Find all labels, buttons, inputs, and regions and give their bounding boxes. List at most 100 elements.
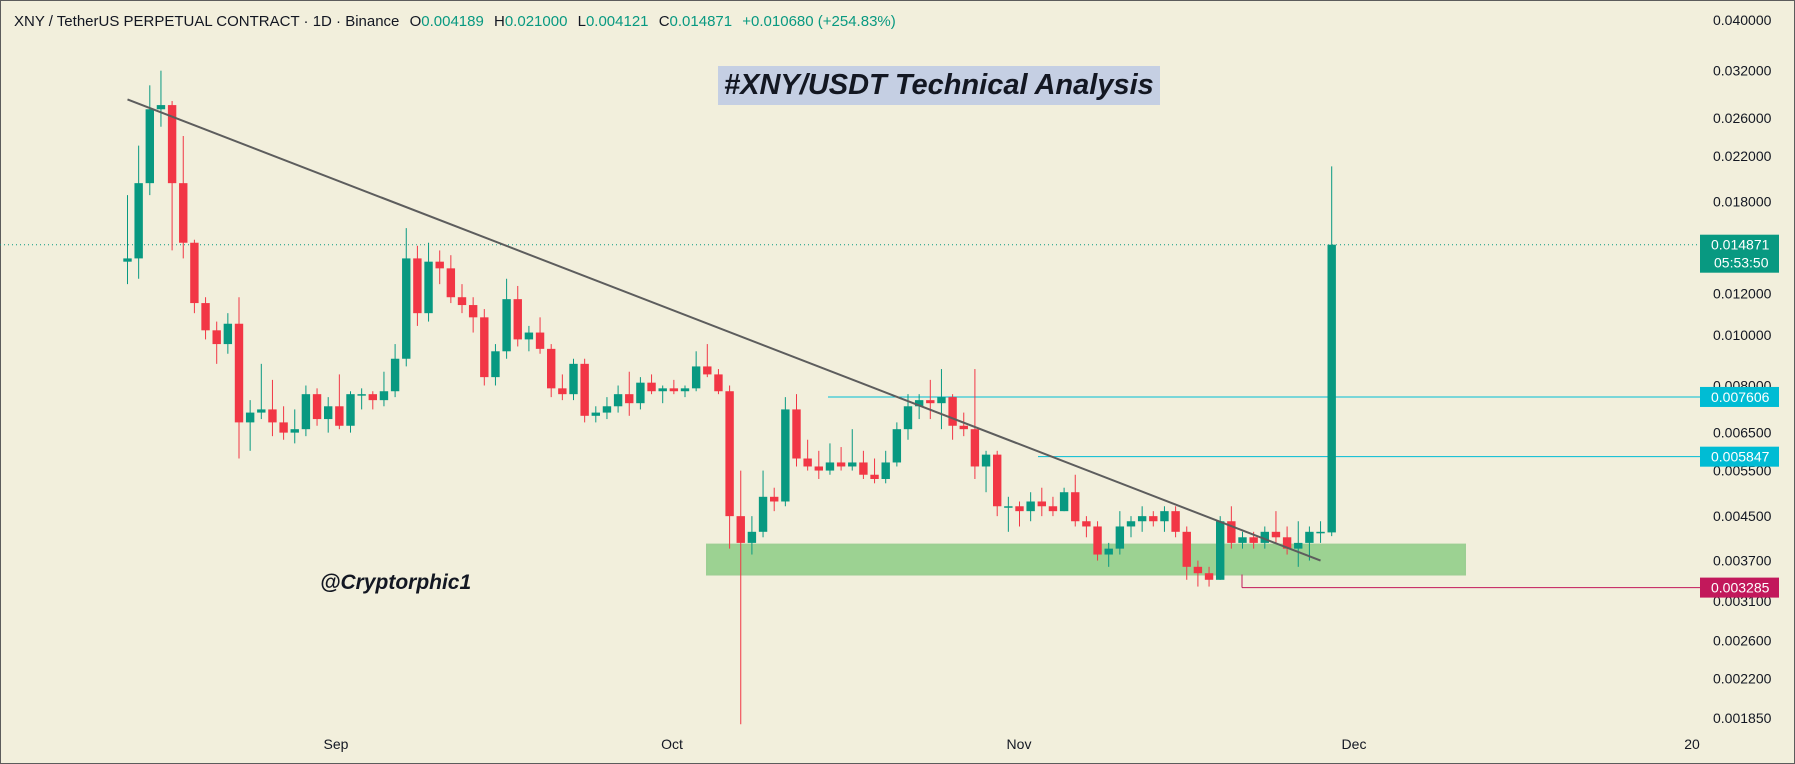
- candle: [480, 309, 489, 386]
- candle: [1071, 474, 1080, 527]
- candle: [1305, 526, 1314, 561]
- candle-body: [1294, 542, 1303, 549]
- candle: [424, 242, 433, 322]
- candle: [1238, 531, 1247, 549]
- author-watermark: @Cryptorphic1: [320, 571, 472, 594]
- candle-body: [1149, 516, 1158, 522]
- candle-body: [312, 394, 322, 420]
- level-label-0.007606-bg: [1700, 386, 1779, 407]
- candle: [658, 385, 667, 404]
- candle: [736, 470, 745, 725]
- candle-body: [513, 299, 522, 340]
- candle: [547, 344, 556, 398]
- candle: [234, 297, 244, 459]
- candle-body: [234, 323, 244, 423]
- candle-body: [1059, 492, 1069, 512]
- candle-body: [1305, 531, 1314, 543]
- candle: [781, 397, 790, 507]
- candle: [1271, 511, 1281, 543]
- candle-body: [1126, 521, 1136, 527]
- candle-body: [1026, 501, 1035, 512]
- x-tick-label: Sep: [324, 736, 349, 752]
- candle: [245, 400, 255, 451]
- candle-body: [1115, 526, 1125, 549]
- candle-body: [625, 394, 634, 404]
- candle: [625, 371, 634, 416]
- candle-body: [781, 409, 790, 502]
- candle: [569, 358, 578, 401]
- candle: [580, 358, 589, 423]
- candle-body: [948, 397, 957, 426]
- y-tick-label: 0.026000: [1713, 110, 1772, 126]
- candle-body: [346, 394, 355, 426]
- candle: [446, 255, 456, 304]
- change-value: +0.010680 (+254.83%): [742, 13, 896, 30]
- candle-body: [1249, 537, 1258, 543]
- symbol-label: XNY / TetherUS PERPETUAL CONTRACT · 1D ·…: [14, 13, 400, 30]
- candle-body: [1082, 521, 1091, 527]
- y-tick-label: 0.001850: [1713, 710, 1772, 726]
- y-tick-label: 0.003700: [1713, 553, 1772, 569]
- candle: [1104, 542, 1113, 567]
- candle-body: [223, 323, 233, 345]
- descending-trendline: [127, 98, 1321, 562]
- open-value: 0.004189: [421, 13, 484, 30]
- candle-body: [725, 391, 734, 517]
- candle: [156, 70, 166, 127]
- candle-body: [602, 406, 612, 413]
- candle-body: [1037, 501, 1046, 507]
- candle-body: [1216, 521, 1225, 580]
- candle: [268, 379, 277, 437]
- candle-body: [1137, 516, 1147, 522]
- candle-body: [335, 406, 344, 426]
- current-price-label-bg: [1700, 234, 1779, 273]
- candle-body: [580, 363, 589, 416]
- low-label: L: [577, 13, 586, 30]
- candle-body: [591, 412, 600, 416]
- y-tick-label: 0.040000: [1713, 12, 1772, 28]
- candle-body: [1204, 573, 1214, 580]
- candle-body: [245, 412, 255, 423]
- candle: [558, 374, 567, 401]
- level-label-0.003285-bg: [1700, 577, 1779, 598]
- candle-body: [859, 462, 868, 475]
- candle: [937, 369, 946, 430]
- candle: [1216, 516, 1225, 580]
- candle: [1026, 492, 1035, 522]
- candle: [981, 450, 991, 493]
- y-tick-label: 0.004500: [1713, 508, 1772, 524]
- candle: [513, 285, 522, 347]
- candle-body: [814, 466, 823, 471]
- candle-body: [892, 429, 902, 463]
- y-tick-label: 0.002200: [1713, 671, 1772, 687]
- candle-body: [402, 258, 411, 359]
- candle: [134, 145, 143, 279]
- candle: [201, 297, 210, 340]
- candles: [123, 70, 1336, 725]
- candle: [1294, 521, 1303, 567]
- candle-body: [468, 305, 478, 318]
- high-value: 0.021000: [504, 13, 568, 30]
- candle-body: [1093, 526, 1102, 555]
- candle-body: [758, 496, 768, 532]
- candle: [335, 374, 344, 430]
- candle: [1149, 511, 1158, 527]
- candle-body: [836, 462, 846, 467]
- candle-body: [881, 462, 890, 479]
- candle-body: [647, 382, 656, 392]
- candle-body: [1160, 511, 1169, 522]
- candle: [457, 284, 467, 314]
- candle-body: [1193, 566, 1203, 574]
- candle-body: [390, 358, 400, 392]
- candle-body: [156, 105, 166, 110]
- candle: [1048, 496, 1058, 517]
- candle-body: [167, 105, 177, 184]
- candle: [301, 385, 311, 437]
- candle: [848, 429, 857, 471]
- candle-body: [926, 400, 935, 404]
- candle-body: [1282, 537, 1292, 549]
- candle-body: [1104, 548, 1113, 555]
- candle: [725, 385, 734, 549]
- candle: [636, 377, 645, 410]
